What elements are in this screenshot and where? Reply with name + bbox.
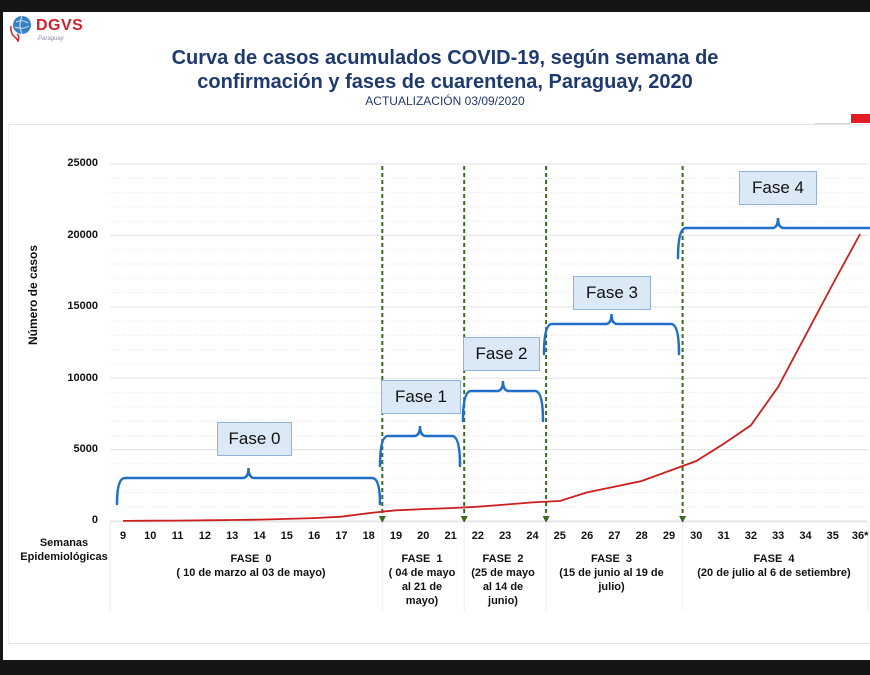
phase-period: junio) xyxy=(488,595,518,607)
x-tick-19: 19 xyxy=(389,530,403,542)
x-tick-26: 26 xyxy=(580,530,594,542)
phase-name: FASE 3 xyxy=(591,553,632,565)
phase-period: (15 de junio al 19 de xyxy=(559,567,664,579)
chart-frame-bottom xyxy=(8,643,870,644)
arrow-down-icon xyxy=(679,516,687,523)
y-tick-5000: 5000 xyxy=(73,443,98,455)
y-tick-25000: 25000 xyxy=(67,157,98,169)
phase-name: FASE 0 xyxy=(230,553,272,565)
x-tick-14: 14 xyxy=(253,530,266,542)
x-tick-35: 35 xyxy=(826,530,839,542)
x-axis-label-line-1: Semanas xyxy=(39,537,89,549)
chart-subtitle: ACTUALIZACIÓN 03/09/2020 xyxy=(365,94,525,108)
phase-label-fase-1: FASE 1 ( 04 de mayo al 21 de mayo) xyxy=(381,552,463,608)
x-tick-27: 27 xyxy=(608,530,621,542)
phase-name: FASE 1 xyxy=(401,553,443,565)
phase-label-fase-0: FASE 0 ( 10 de marzo al 03 de mayo) xyxy=(120,552,382,580)
x-tick-25: 25 xyxy=(553,530,566,542)
brace-fase-2 xyxy=(461,380,545,423)
y-tick-10000: 10000 xyxy=(67,372,98,384)
callout-fase-4: Fase 4 xyxy=(739,171,817,205)
x-tick-16: 16 xyxy=(307,530,321,542)
y-tick-15000: 15000 xyxy=(67,300,98,312)
x-tick-17: 17 xyxy=(335,530,348,542)
phase-period: ( 10 de marzo al 03 de mayo) xyxy=(176,567,326,579)
slide-background xyxy=(3,12,870,660)
y-tick-20000: 20000 xyxy=(67,229,98,241)
x-tick-21: 21 xyxy=(444,530,457,542)
phase-period: julio) xyxy=(598,581,625,593)
chart-frame-left xyxy=(8,124,9,644)
x-tick-10: 10 xyxy=(144,530,157,542)
callout-fase-3: Fase 3 xyxy=(573,276,651,310)
logo-subtext: Paraguay xyxy=(38,36,64,42)
brace-fase-1 xyxy=(378,425,462,468)
accent-line xyxy=(815,123,850,124)
x-tick-24: 24 xyxy=(526,530,539,542)
arrow-down-icon xyxy=(378,516,386,523)
x-tick-33: 33 xyxy=(772,530,785,542)
top-bezel xyxy=(0,0,870,12)
y-axis-label: Número de casos xyxy=(26,244,40,345)
x-axis-label: Semanas Epidemiológicas xyxy=(14,536,114,564)
phase-period: (20 de julio al 6 de setiembre) xyxy=(697,567,851,579)
y-tick-0: 0 xyxy=(91,514,98,526)
x-tick-23: 23 xyxy=(499,530,512,542)
phase-period: al 21 de xyxy=(401,581,443,593)
brace-fase-3 xyxy=(542,313,681,356)
phase-name: FASE 2 xyxy=(482,553,524,565)
phase-label-fase-2: FASE 2 (25 de mayo al 14 de junio) xyxy=(462,552,544,608)
title-line-2: confirmación y fases de cuarentena, Para… xyxy=(197,71,693,93)
title-line-1: Curva de casos acumulados COVID-19, segú… xyxy=(171,47,719,69)
x-tick-15: 15 xyxy=(280,530,293,542)
phase-name: FASE 4 xyxy=(753,553,795,565)
x-tick-31: 31 xyxy=(717,530,730,542)
phase-period: al 14 de xyxy=(482,581,524,593)
brace-fase-4 xyxy=(676,217,870,260)
phase-label-fase-3: FASE 3 (15 de junio al 19 de julio) xyxy=(543,552,680,594)
brace-fase-0 xyxy=(115,467,382,506)
phase-label-fase-4: FASE 4 (20 de julio al 6 de setiembre) xyxy=(679,552,869,580)
x-tick-13: 13 xyxy=(226,530,239,542)
x-axis-label-line-2: Epidemiológicas xyxy=(20,551,108,563)
x-tick-32: 32 xyxy=(744,530,758,542)
callout-fase-1: Fase 1 xyxy=(381,380,461,414)
logo-text: DGVS xyxy=(36,17,84,34)
cumulative-cases-line xyxy=(122,233,861,522)
dgvs-logo: DGVS Paraguay xyxy=(8,14,88,44)
red-accent-bar xyxy=(851,114,870,123)
phase-period: mayo) xyxy=(405,595,439,607)
arrow-down-icon xyxy=(460,516,468,523)
x-tick-36star: 36* xyxy=(851,530,869,542)
x-tick-28: 28 xyxy=(635,530,648,542)
x-tick-22: 22 xyxy=(471,530,485,542)
chart-frame-top xyxy=(8,124,870,125)
x-tick-20: 20 xyxy=(417,530,430,542)
globe-icon xyxy=(10,15,31,43)
chart-title: Curva de casos acumulados COVID-19, segú… xyxy=(100,46,790,94)
x-tick-30: 30 xyxy=(690,530,703,542)
callout-fase-0: Fase 0 xyxy=(217,422,292,456)
x-tick-9: 9 xyxy=(119,530,127,542)
arrow-down-icon xyxy=(542,516,550,523)
callout-fase-2: Fase 2 xyxy=(463,337,540,371)
x-tick-18: 18 xyxy=(362,530,375,542)
bottom-bezel xyxy=(0,660,870,675)
x-tick-34: 34 xyxy=(799,530,812,542)
phase-period: ( 04 de mayo xyxy=(388,567,456,579)
x-tick-12: 12 xyxy=(198,530,212,542)
x-tick-11: 11 xyxy=(171,530,184,542)
phase-period: (25 de mayo xyxy=(471,567,535,579)
x-tick-29: 29 xyxy=(662,530,676,542)
